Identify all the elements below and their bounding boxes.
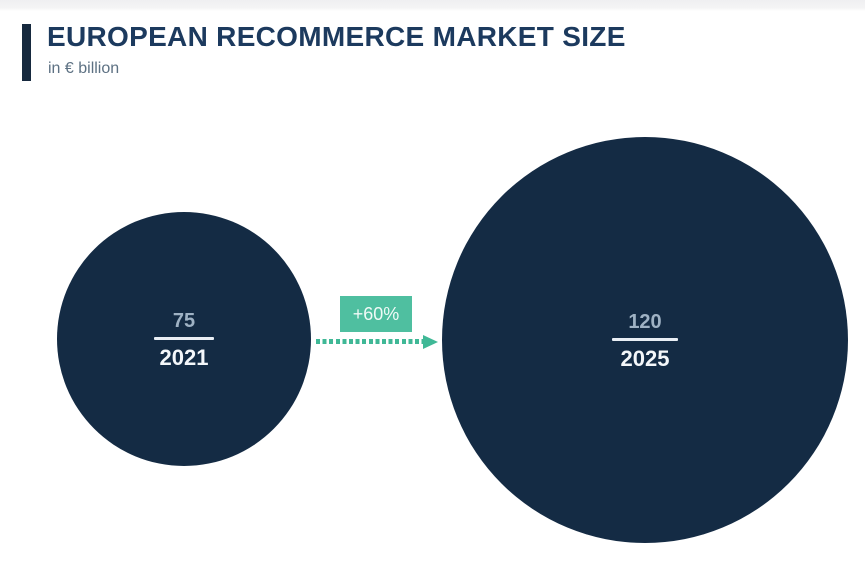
bubble-2021: 75 2021 [57,212,311,466]
page-title: EUROPEAN RECOMMERCE MARKET SIZE [47,21,626,52]
top-gray-strip [0,0,865,11]
arrow-dotted-line [316,339,423,344]
growth-arrow [316,334,440,349]
growth-badge: +60% [340,296,412,332]
bubble-2025-divider [612,337,678,341]
bubble-2025-value: 120 [628,310,662,333]
arrow-head-icon [423,334,438,349]
bubble-2025-label: 120 2025 [612,311,678,371]
bubble-2025-year: 2025 [620,345,670,371]
title-accent-bar [22,24,31,81]
bubble-2021-year: 2021 [159,344,209,370]
bubble-2021-value: 75 [172,309,196,332]
bubble-2021-label: 75 2021 [154,310,214,370]
page-subtitle: in € billion [48,60,120,77]
bubble-2021-divider [154,336,214,340]
bubble-2025: 120 2025 [442,137,848,543]
